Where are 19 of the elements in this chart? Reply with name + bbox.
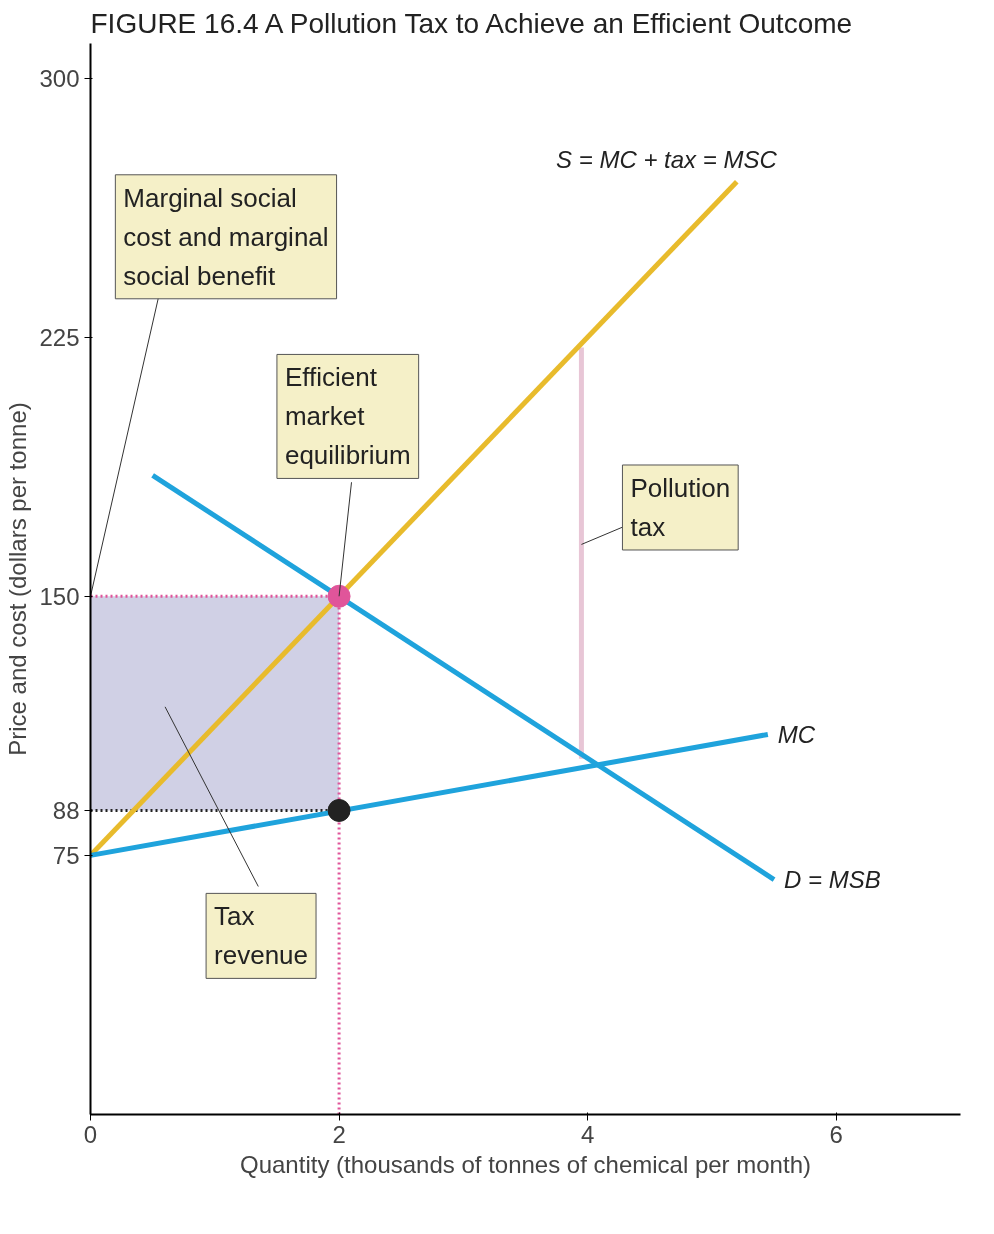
y-axis-title: Price and cost (dollars per tonne) (4, 402, 32, 756)
x-tick-label: 6 (829, 1120, 843, 1148)
series-label: S = MC + tax = MSC (556, 146, 778, 174)
y-tick-label: 300 (39, 64, 80, 92)
y-tick-label: 75 (52, 841, 80, 869)
annotation: Pollution tax (630, 472, 731, 542)
x-tick-label: 0 (83, 1120, 98, 1148)
x-tick-label: 2 (332, 1120, 346, 1148)
annotation: Tax revenue (214, 901, 309, 971)
y-tick-label: 150 (39, 582, 80, 610)
y-tick-label: 225 (39, 323, 80, 351)
x-tick-label: 4 (580, 1120, 595, 1148)
x-axis-title: Quantity (thousands of tonnes of chemical per month) (240, 1150, 811, 1178)
series-label: MC (777, 720, 816, 748)
y-tick-label: 88 (52, 796, 80, 824)
annotation: Efficient market equilibrium (284, 362, 411, 471)
annotation: Marginal social cost and marginal social benefit (123, 182, 329, 291)
chart-title: FIGURE 16.4 A Pollution Tax to Achieve an Efficient Outcome (90, 7, 853, 39)
series-label: D = MSB (784, 866, 881, 894)
